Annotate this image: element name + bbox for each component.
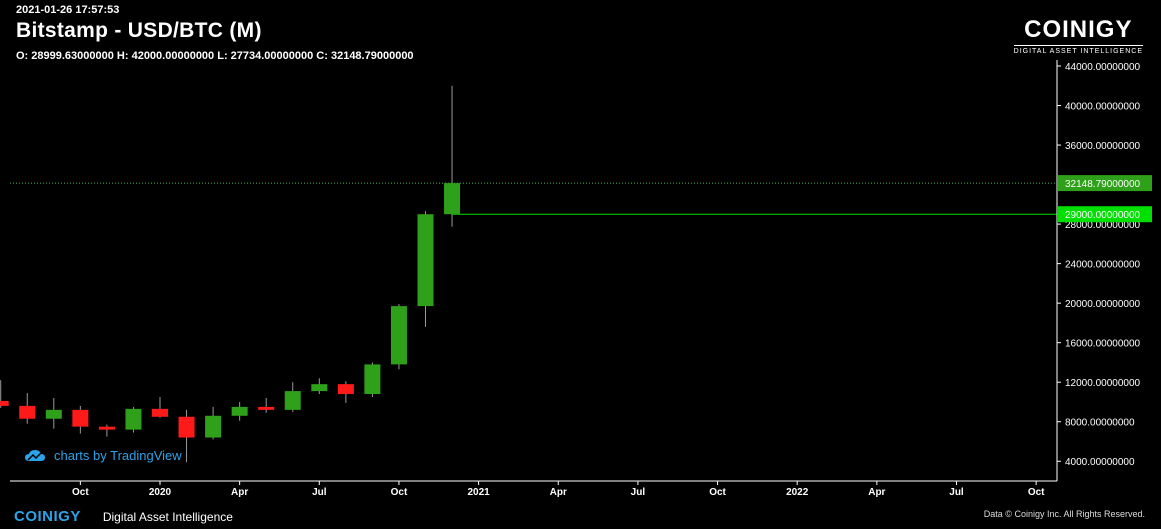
x-tick-label: Jul — [631, 487, 646, 498]
tradingview-cloud-icon — [25, 449, 45, 461]
y-tick-label: 40000.00000000 — [1065, 102, 1141, 113]
footer-tagline: Digital Asset Intelligence — [102, 509, 233, 524]
candle-body — [337, 384, 354, 395]
copyright-text: Data © Coinigy Inc. All Rights Reserved. — [983, 509, 1145, 519]
x-tick-label: Jul — [949, 487, 964, 498]
candle-body — [72, 409, 89, 427]
candles — [0, 85, 461, 463]
logo-tagline: DIGITAL ASSET INTELLIGENCE — [1013, 45, 1143, 55]
candle-body — [178, 416, 195, 438]
x-tick-label: Oct — [709, 487, 726, 498]
timestamp: 2021-01-26 17:57:53 — [16, 4, 120, 16]
candle-body — [258, 406, 275, 410]
candle-body — [0, 400, 9, 406]
candle-body — [444, 183, 461, 215]
price-badge-label: 32148.79000000 — [1065, 179, 1141, 190]
coinigy-logo: COINIGY DIGITAL ASSET INTELLIGENCE — [1013, 16, 1143, 55]
chart-title: Bitstamp - USD/BTC (M) — [16, 19, 262, 42]
y-tick-label: 36000.00000000 — [1065, 141, 1141, 152]
candle-body — [311, 384, 328, 392]
ohlc-readout: O: 28999.63000000 H: 42000.00000000 L: 2… — [16, 50, 414, 62]
x-tick-label: 2021 — [467, 487, 490, 498]
price-badges: 32148.79000000 29000.00000000 — [1058, 175, 1152, 223]
x-tick-label: Oct — [391, 487, 408, 498]
candle-body — [284, 391, 301, 410]
y-tick-label: 24000.00000000 — [1065, 260, 1141, 271]
logo-word: COINIGY — [1024, 16, 1133, 43]
candle-body — [45, 409, 62, 419]
x-tick-label: Apr — [868, 487, 885, 498]
price-badge-label: 29000.00000000 — [1065, 210, 1141, 221]
candle-body — [417, 214, 434, 307]
tradingview-label: charts by TradingView — [54, 448, 182, 463]
candle-body — [364, 364, 381, 395]
x-tick-label: Oct — [1028, 487, 1045, 498]
candle-body — [231, 406, 248, 416]
last-price-badge — [1058, 175, 1152, 192]
y-tick-label: 20000.00000000 — [1065, 299, 1141, 310]
y-tick-label: 4000.00000000 — [1065, 457, 1135, 468]
footer-brand: COINIGY Digital Asset Intelligence — [14, 508, 233, 525]
x-tick-label: Apr — [550, 487, 567, 498]
y-tick-label: 16000.00000000 — [1065, 339, 1141, 350]
x-tick-label: Apr — [231, 487, 248, 498]
candle-body — [390, 306, 407, 365]
y-tick-label: 8000.00000000 — [1065, 418, 1135, 429]
candle-body — [152, 408, 168, 417]
x-tick-label: Oct — [72, 487, 89, 498]
x-tick-label: 2022 — [786, 487, 809, 498]
price-lines — [10, 182, 1057, 215]
x-tick-label: 2020 — [149, 487, 172, 498]
tradingview-link[interactable]: charts by TradingView — [24, 448, 182, 463]
y-tick-label: 44000.00000000 — [1065, 62, 1141, 73]
x-tick-label: Jul — [312, 487, 327, 498]
candle-body — [19, 405, 36, 419]
y-tick-label: 28000.00000000 — [1065, 220, 1141, 231]
candle-body — [98, 426, 115, 430]
footer-logo: COINIGY — [14, 508, 81, 525]
y-tick-label: 12000.00000000 — [1065, 378, 1141, 389]
open-price-badge — [1058, 206, 1152, 223]
y-axis: 4000.00000000 8000.00000000 12000.00000000… — [1056, 60, 1141, 481]
candle-body — [205, 415, 222, 438]
candle-body — [125, 408, 142, 430]
x-axis: Oct 2020 Apr Jul Oct 2021 Apr Jul Oct 2022 Apr Jul O… — [10, 480, 1057, 498]
